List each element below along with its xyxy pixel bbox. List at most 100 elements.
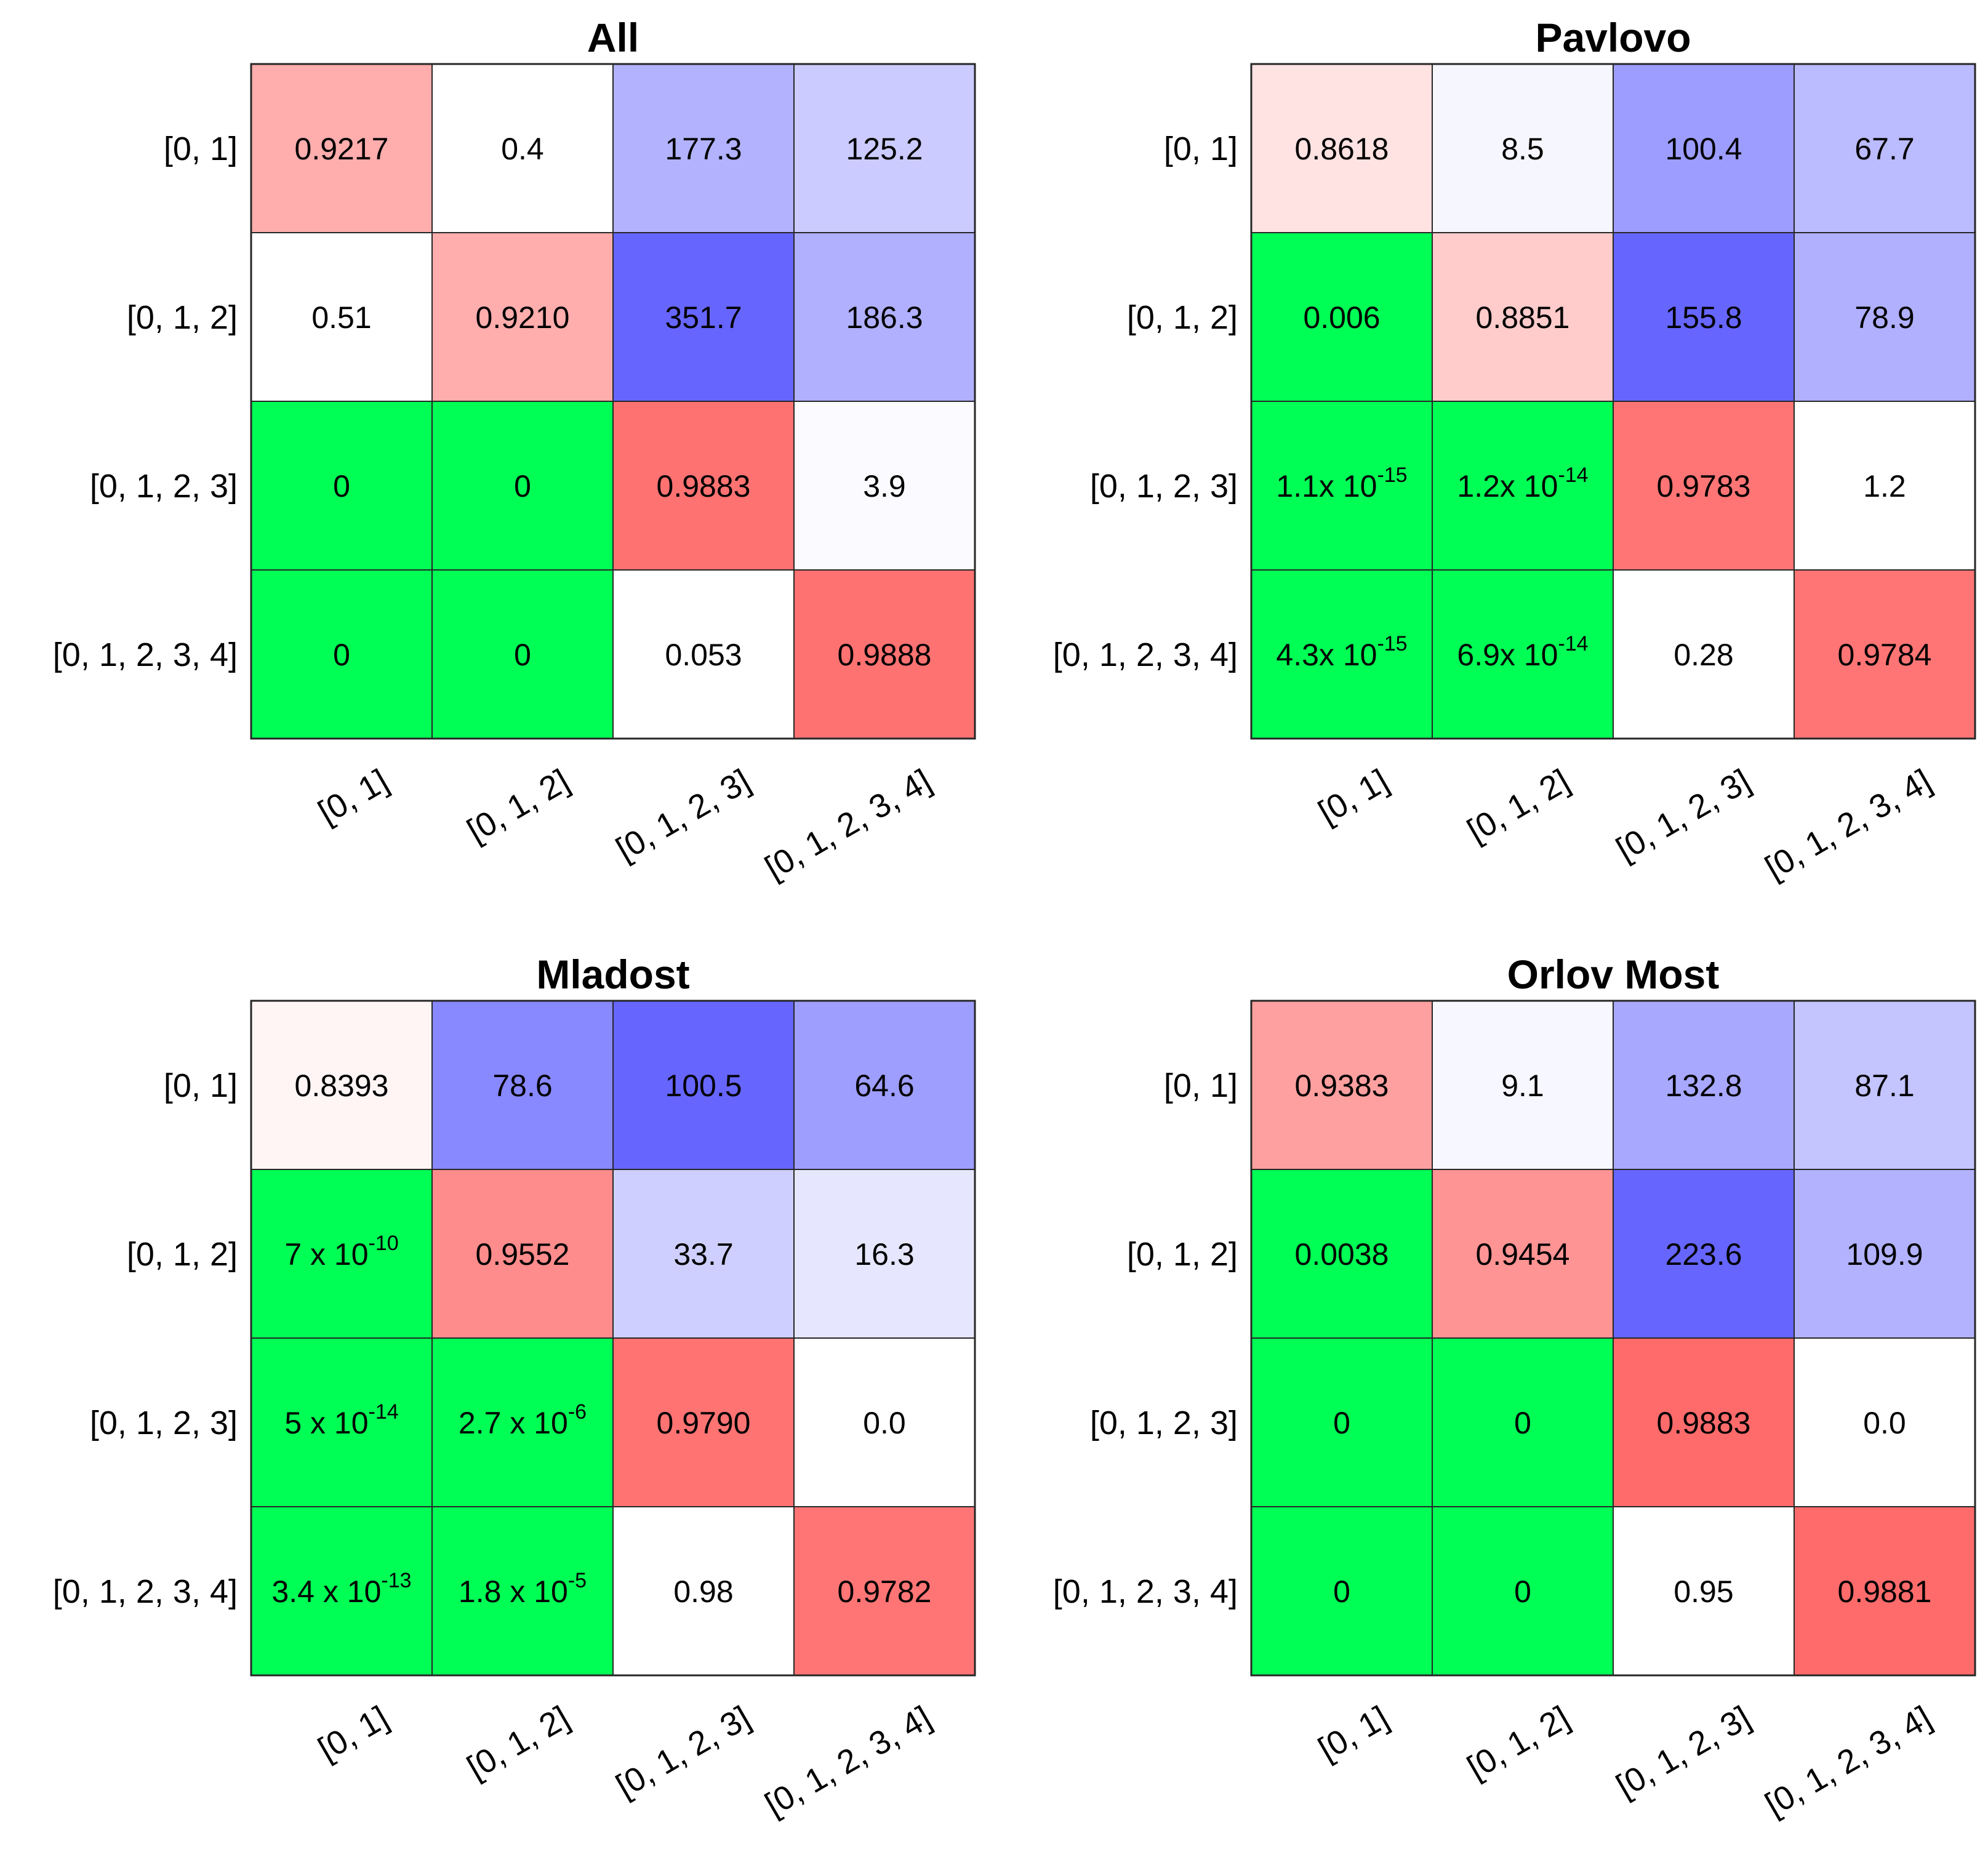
- row-tick-label: [0, 1, 2]: [1127, 299, 1238, 336]
- heatmap-cell: [431, 1506, 614, 1676]
- chart-title: All: [587, 15, 639, 60]
- heatmap-cell: [1613, 569, 1795, 739]
- heatmap-frame: [250, 63, 976, 740]
- cell-value-label: 8.5: [1501, 132, 1544, 166]
- cell-value-label: 0.8393: [295, 1068, 389, 1103]
- column-tick-label: [0, 1, 2, 3, 4]: [759, 1699, 937, 1823]
- cell-value-label: 0.28: [1673, 638, 1733, 672]
- cell-value-label: 2.7 x 10-6: [459, 1400, 587, 1440]
- row-tick-label: [0, 1]: [164, 1067, 238, 1104]
- column-tick-label: [0, 1]: [312, 762, 395, 831]
- heatmap-cell: [1794, 1169, 1976, 1339]
- cell-value-label: 0.0: [1863, 1406, 1906, 1440]
- cell-value-mantissa: 5 x 10: [284, 1406, 368, 1440]
- row-tick-label: [0, 1, 2, 3]: [1090, 468, 1238, 505]
- cell-value-label: 0.8851: [1476, 300, 1570, 335]
- heatmap-cell: [793, 232, 976, 402]
- cell-value-label: 0.9383: [1295, 1068, 1389, 1103]
- row-tick-label: [0, 1, 2, 3]: [90, 1405, 238, 1441]
- cell-value-label: 0.9881: [1838, 1574, 1932, 1609]
- cell-value-exponent: -14: [1558, 632, 1588, 655]
- cell-value-label: 78.6: [492, 1068, 552, 1103]
- cell-value-label: 0: [333, 638, 350, 672]
- cell-value-label: 125.2: [846, 132, 923, 166]
- cell-value-label: 0.9784: [1838, 638, 1932, 672]
- column-tick-label: [0, 1]: [1312, 762, 1395, 831]
- cell-value-label: 351.7: [665, 300, 742, 335]
- heatmap-cell: [1794, 1000, 1976, 1170]
- cell-value-label: 0.9454: [1476, 1237, 1570, 1272]
- cell-value-label: 0: [514, 469, 531, 503]
- row-tick-label: [0, 1, 2, 3, 4]: [53, 1573, 238, 1610]
- heatmap-cell: [793, 1506, 976, 1676]
- heatmap-cell: [1613, 1000, 1795, 1170]
- row-tick-label: [0, 1, 2, 3, 4]: [1053, 1573, 1238, 1610]
- cell-value-label: 1.1x 10-15: [1276, 463, 1407, 503]
- cell-value-label: 0: [333, 469, 350, 503]
- heatmap-cell: [1794, 1337, 1976, 1507]
- heatmap-cell: [251, 232, 433, 402]
- cell-value-label: 0.51: [311, 300, 371, 335]
- cell-value-label: 0.006: [1303, 300, 1380, 335]
- cell-value-label: 0.98: [673, 1574, 733, 1609]
- row-tick-label: [0, 1, 2, 3]: [90, 468, 238, 505]
- heatmap-cell: [1251, 1000, 1433, 1170]
- cell-value-exponent: -14: [1558, 463, 1588, 487]
- heatmap-cell: [1794, 569, 1976, 739]
- cell-value-label: 0.9552: [476, 1237, 570, 1272]
- cell-value-label: 0.9888: [838, 638, 932, 672]
- row-tick-label: [0, 1, 2, 3]: [1090, 1405, 1238, 1441]
- heatmap-cell: [431, 1169, 614, 1339]
- cell-value-label: 3.4 x 10-13: [271, 1569, 411, 1609]
- heatmap-cell: [612, 1169, 795, 1339]
- cell-value-label: 0.9790: [657, 1406, 751, 1440]
- cell-value-label: 3.9: [863, 469, 906, 503]
- heatmap-cell: [431, 401, 614, 571]
- chart-title: Pavlovo: [1535, 15, 1691, 60]
- heatmap-cell: [612, 1337, 795, 1507]
- row-tick-label: [0, 1]: [164, 130, 238, 167]
- heatmap-cell: [1251, 1506, 1433, 1676]
- heatmap-cell: [1613, 1337, 1795, 1507]
- heatmap-cell: [612, 1506, 795, 1676]
- cell-value-label: 0.9217: [295, 132, 389, 166]
- cell-value-exponent: -6: [568, 1400, 587, 1424]
- cell-value-label: 100.5: [665, 1068, 742, 1103]
- cell-value-label: 33.7: [673, 1237, 733, 1272]
- heatmap-cell: [431, 1000, 614, 1170]
- heatmap-cell: [1432, 63, 1614, 233]
- heatmap-cell: [1794, 401, 1976, 571]
- heatmap-frame: [1250, 1000, 1976, 1677]
- cell-value-exponent: -14: [369, 1400, 399, 1424]
- heatmap-cell: [251, 1506, 433, 1676]
- column-tick-label: [0, 1, 2]: [461, 762, 575, 849]
- heatmap-frame: [250, 1000, 976, 1677]
- column-tick-label: [0, 1, 2, 3, 4]: [1759, 762, 1938, 886]
- cell-value-label: 1.2x 10-14: [1457, 463, 1588, 503]
- chart-title: Mladost: [536, 952, 689, 997]
- cell-value-mantissa: 1.2x 10: [1457, 469, 1558, 503]
- cell-value-label: 0.9783: [1657, 469, 1751, 503]
- row-tick-label: [0, 1]: [1164, 1067, 1238, 1104]
- heatmap-cell: [1794, 232, 1976, 402]
- heatmap-cell: [1251, 1169, 1433, 1339]
- heatmap-frame: [1250, 63, 1976, 740]
- cell-value-label: 0.9210: [476, 300, 570, 335]
- cell-value-label: 7 x 10-10: [284, 1232, 398, 1272]
- cell-value-label: 0: [1333, 1406, 1350, 1440]
- cell-value-exponent: -10: [369, 1232, 399, 1255]
- cell-value-mantissa: 4.3x 10: [1276, 638, 1377, 672]
- cell-value-label: 67.7: [1854, 132, 1914, 166]
- heatmap-cell: [431, 232, 614, 402]
- cell-value-exponent: -13: [381, 1569, 411, 1592]
- cell-value-label: 0: [1333, 1574, 1350, 1609]
- column-tick-label: [0, 1, 2]: [1461, 1699, 1576, 1786]
- cell-value-exponent: -15: [1377, 463, 1407, 487]
- cell-value-label: 0: [514, 638, 531, 672]
- cell-value-label: 5 x 10-14: [284, 1400, 398, 1440]
- column-tick-label: [0, 1, 2]: [1461, 762, 1576, 849]
- heatmap-cell: [793, 1337, 976, 1507]
- heatmap-cell: [251, 1337, 433, 1507]
- cell-value-label: 132.8: [1665, 1068, 1742, 1103]
